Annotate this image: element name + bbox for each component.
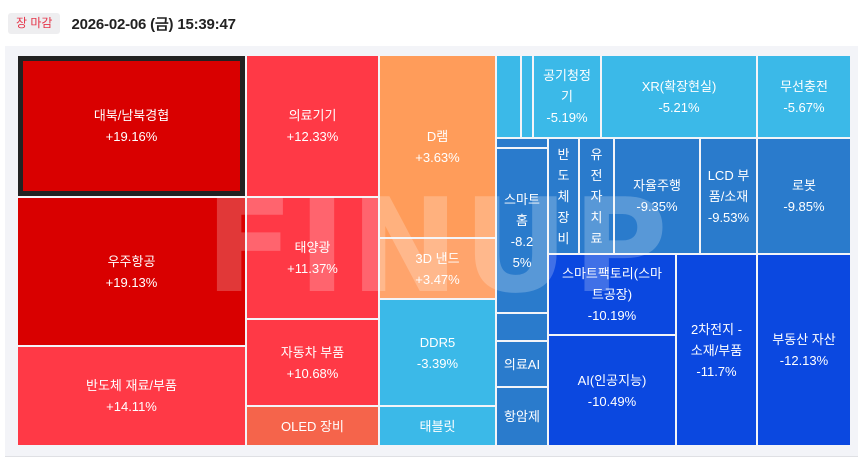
cell-change: +3.63%	[415, 149, 460, 165]
cell-label: 태양광	[294, 240, 331, 255]
cell-label: 부동산 자산	[772, 332, 836, 347]
cell-change: +10.68%	[286, 365, 339, 381]
cell-label: 유	[590, 146, 603, 162]
treemap-cell-air-purifier[interactable]: 공기청정 기 -5.19%	[534, 56, 600, 137]
cell-label: OLED 장비	[281, 418, 344, 434]
cell-label: 반도체 재료/부품	[86, 378, 177, 393]
treemap-cell-medical-devices[interactable]: 의료기기 +12.33%	[247, 56, 378, 196]
cell-label: 반	[557, 146, 570, 162]
treemap-cell-nk-cooperation[interactable]: 대북/남북경협 +19.16%	[18, 56, 245, 196]
treemap-cell-ai[interactable]: AI(인공지능) -10.49%	[549, 336, 675, 445]
treemap-cell-robot[interactable]: 로봇 -9.85%	[758, 139, 850, 253]
cell-label: 태블릿	[419, 418, 456, 434]
treemap-cell-gene-therapy[interactable]: 유 전 자 치 료	[580, 139, 613, 253]
cell-label: 스마트	[504, 191, 540, 207]
treemap-cell-oled-equipment[interactable]: OLED 장비	[247, 407, 378, 445]
cell-label: LCD 부	[707, 167, 750, 183]
treemap-cell-semi-materials[interactable]: 반도체 재료/부품 +14.11%	[18, 347, 245, 445]
treemap-cell-xr[interactable]: XR(확장현실) -5.21%	[602, 56, 756, 137]
treemap-cell-3d-nand[interactable]: 3D 낸드 +3.47%	[380, 239, 495, 298]
cell-change: +12.33%	[286, 129, 339, 144]
header: 장 마감 2026-02-06 (금) 15:39:47	[8, 12, 236, 34]
cell-change: -10.19%	[587, 308, 637, 323]
cell-change: -8.2	[510, 233, 534, 249]
cell-label: 소재/부품	[690, 342, 743, 358]
cell-label: 자율주행	[633, 178, 681, 193]
treemap-cell-wireless-charging[interactable]: 무선충전 -5.67%	[758, 56, 850, 137]
treemap-cell-small-3[interactable]	[497, 139, 547, 147]
market-status-badge: 장 마감	[8, 12, 61, 34]
treemap-cell-small-2[interactable]	[522, 56, 532, 137]
cell-label: 로봇	[792, 178, 816, 193]
cell-change: +19.16%	[105, 129, 158, 144]
cell-label: 전	[590, 167, 603, 183]
cell-change: 5%	[512, 254, 532, 270]
treemap-cell-aerospace[interactable]: 우주항공 +19.13%	[18, 198, 245, 345]
cell-label: 비	[557, 230, 570, 246]
cell-label: 기	[561, 89, 573, 104]
cell-change: +14.11%	[106, 399, 157, 414]
cell-change: -9.53%	[707, 209, 750, 225]
cell-change: -11.7%	[696, 363, 737, 379]
treemap-cell-tablet[interactable]: 태블릿	[380, 407, 495, 445]
cell-label: 품/소재	[708, 188, 749, 204]
cell-label: AI(인공지능)	[577, 372, 647, 388]
treemap-cell-autonomous-driving[interactable]: 자율주행 -9.35%	[615, 139, 699, 253]
cell-change: +3.47%	[415, 271, 460, 287]
cell-label: 료	[590, 230, 603, 246]
treemap-cell-semi-equipment[interactable]: 반 도 체 장 비	[549, 139, 578, 253]
cell-change: -9.35%	[636, 199, 678, 214]
cell-label: 대북/남북경협	[93, 108, 170, 123]
cell-label: 트공장)	[591, 287, 633, 302]
treemap-cell-secondary-battery[interactable]: 2차전지 - 소재/부품 -11.7%	[677, 255, 756, 445]
cell-label: 스마트팩토리(스마	[561, 266, 662, 281]
cell-change: -5.21%	[658, 99, 700, 115]
treemap-cell-auto-parts[interactable]: 자동차 부품 +10.68%	[247, 320, 378, 405]
cell-change: -10.49%	[587, 393, 637, 409]
cell-label: 치	[590, 209, 603, 225]
cell-label: 의료기기	[288, 108, 337, 123]
cell-label: 우주항공	[107, 253, 156, 269]
treemap-cell-medical-ai[interactable]: 의료AI	[497, 342, 547, 386]
treemap-cell-lcd-parts[interactable]: LCD 부 품/소재 -9.53%	[701, 139, 756, 253]
cell-label: 자동차 부품	[280, 344, 345, 360]
cell-label: 의료AI	[503, 356, 541, 372]
cell-label: 도	[557, 167, 570, 183]
cell-label: DDR5	[419, 334, 456, 350]
cell-change: -5.67%	[783, 99, 825, 115]
cell-label: 체	[557, 188, 570, 204]
treemap-cell-ddr5[interactable]: DDR5 -3.39%	[380, 300, 495, 405]
cell-label: 무선충전	[780, 78, 828, 94]
cell-change: +11.37%	[287, 261, 338, 276]
cell-label: XR(확장현실)	[641, 78, 717, 94]
treemap-cell-real-estate[interactable]: 부동산 자산 -12.13%	[758, 255, 850, 445]
cell-change: -12.13%	[779, 353, 829, 368]
cell-change: +19.13%	[105, 274, 158, 290]
cell-label: 항암제	[504, 409, 540, 424]
treemap-cell-small-1[interactable]	[497, 56, 520, 137]
cell-change: -5.19%	[546, 110, 588, 125]
cell-label: 홈	[516, 212, 528, 228]
cell-change: -3.39%	[416, 355, 459, 371]
cell-label: 공기청정	[543, 68, 591, 83]
cell-label: D램	[426, 128, 449, 144]
cell-label: 3D 낸드	[415, 250, 460, 266]
treemap-cell-smart-home[interactable]: 스마트 홈 -8.2 5%	[497, 149, 547, 312]
treemap-cell-solar[interactable]: 태양광 +11.37%	[247, 198, 378, 318]
cell-label: 자	[590, 188, 603, 204]
treemap-cell-dram[interactable]: D램 +3.63%	[380, 56, 495, 237]
treemap-cell-anticancer[interactable]: 항암제	[497, 388, 547, 445]
cell-change: -9.85%	[783, 199, 825, 214]
market-datetime: 2026-02-06 (금) 15:39:47	[71, 15, 236, 33]
cell-label: 장	[557, 209, 570, 225]
cell-label: 2차전지 -	[690, 321, 743, 337]
treemap-cell-smart-factory[interactable]: 스마트팩토리(스마 트공장) -10.19%	[549, 255, 675, 334]
treemap-cell-small-4[interactable]	[497, 314, 547, 340]
